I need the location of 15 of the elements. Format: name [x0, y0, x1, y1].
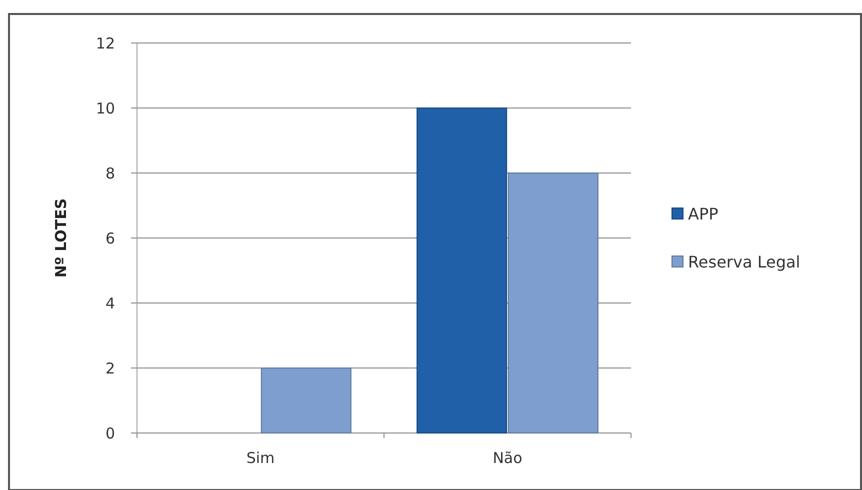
- legend-label: APP: [688, 204, 719, 224]
- y-tick-label: 10: [96, 99, 115, 118]
- y-tick-label: 12: [96, 34, 115, 52]
- x-tick-label: Sim: [246, 449, 275, 467]
- bar: [260, 368, 352, 434]
- y-tick-label: 0: [105, 424, 115, 442]
- legend-label: Reserva Legal: [688, 252, 800, 272]
- bar: [416, 108, 508, 434]
- bar: [508, 172, 598, 434]
- y-tick-label: 8: [105, 164, 115, 182]
- y-tick-label: 4: [105, 294, 115, 312]
- y-tick-label: 6: [105, 229, 115, 248]
- y-tick-label: 2: [105, 359, 115, 378]
- x-tick-label: Não: [492, 449, 522, 467]
- y-axis-title: Nº LOTES: [52, 198, 70, 278]
